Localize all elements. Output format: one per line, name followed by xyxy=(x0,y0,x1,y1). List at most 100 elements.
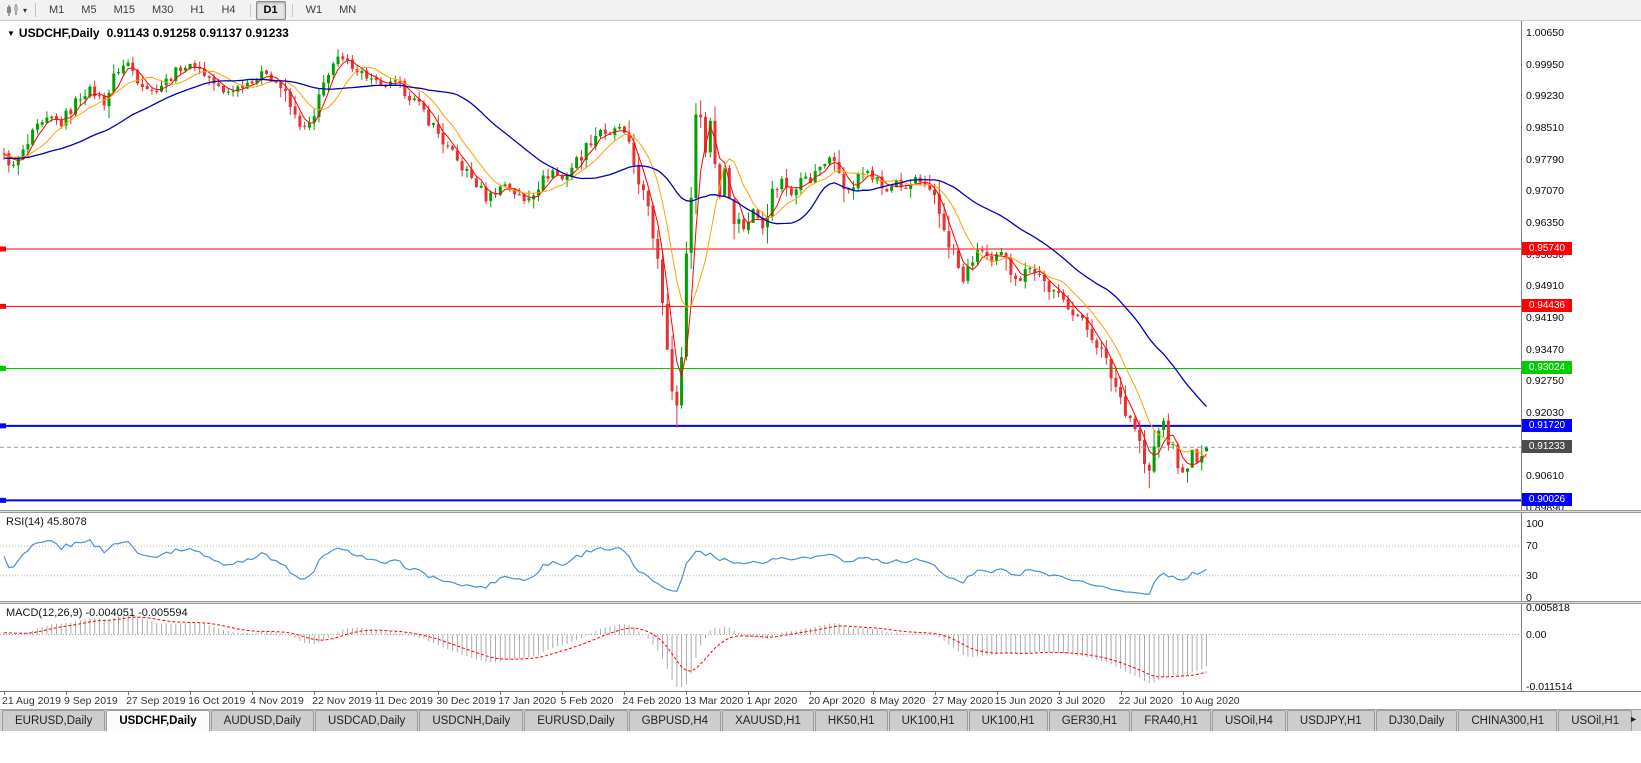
candle-body xyxy=(1081,314,1084,318)
timeframe-button-w1[interactable]: W1 xyxy=(305,3,323,16)
timeframe-button-h1[interactable]: H1 xyxy=(190,3,205,16)
candle-body xyxy=(527,198,531,201)
candle-body xyxy=(474,178,478,188)
chart-tab-usdchf-daily[interactable]: USDCHF,Daily xyxy=(106,710,210,731)
tab-scroll-right-icon[interactable]: ► xyxy=(1629,714,1638,724)
candle-body xyxy=(742,219,746,230)
time-axis-tick xyxy=(810,692,812,695)
timeframe-button-m5[interactable]: M5 xyxy=(81,3,97,16)
chart-tab-uk100-h1[interactable]: UK100,H1 xyxy=(968,710,1048,731)
time-axis-tick xyxy=(314,692,316,695)
macd-panel-canvas[interactable] xyxy=(0,604,1521,691)
timeframe-button-d1[interactable]: D1 xyxy=(255,0,286,20)
macd-axis-tick: 0.005818 xyxy=(1526,602,1570,614)
time-axis-label: 22 Jul 2020 xyxy=(1118,695,1173,707)
main-price-chart[interactable] xyxy=(0,21,1521,510)
chart-tab-usdcnh-daily[interactable]: USDCNH,Daily xyxy=(419,710,524,731)
hline-left-anchor xyxy=(0,303,6,309)
candlestick-icon-graphic xyxy=(7,3,18,16)
chart-dropdown-caret-icon[interactable]: ▾ xyxy=(23,5,28,15)
candle-body xyxy=(1186,468,1189,472)
timeframe-button-h4[interactable]: H4 xyxy=(221,3,236,16)
candle-body xyxy=(656,238,660,259)
panel-splitter-rsi[interactable] xyxy=(0,510,1641,513)
hline-price-label[interactable]: 0.94436 xyxy=(1522,299,1572,313)
candle-body xyxy=(88,86,92,97)
hline-price-label[interactable]: 0.93024 xyxy=(1522,361,1572,375)
candle-body xyxy=(761,218,765,229)
chart-tab-eurusd-daily[interactable]: EURUSD,Daily xyxy=(524,710,628,731)
candle-body xyxy=(131,62,135,71)
moving-average-30 xyxy=(3,78,1207,407)
candle-body xyxy=(202,68,206,76)
rsi-panel-canvas[interactable] xyxy=(0,513,1521,601)
candle-body xyxy=(751,209,755,223)
candle-body xyxy=(7,153,11,166)
timeframe-button-m30[interactable]: M30 xyxy=(151,3,174,16)
candle-body xyxy=(460,161,464,171)
timeframe-button-mn[interactable]: MN xyxy=(339,3,357,16)
chart-tab-usoil-h4[interactable]: USOil,H4 xyxy=(1211,710,1286,731)
time-axis-label: 4 Nov 2019 xyxy=(250,695,304,707)
timeframe-button-m1[interactable]: M1 xyxy=(49,3,65,16)
candle-body xyxy=(393,80,397,82)
price-axis-tick: 0.92750 xyxy=(1526,375,1564,388)
candle-body xyxy=(1066,298,1070,310)
time-axis-tick xyxy=(934,692,936,695)
candle-body xyxy=(117,72,120,74)
price-axis[interactable]: 1.00650 0.99950 0.99230 0.98510 0.97790 0.970… xyxy=(1521,21,1641,693)
candle-body xyxy=(50,116,54,119)
chart-type-icon[interactable] xyxy=(4,3,22,18)
candle-body xyxy=(479,185,483,188)
candle-body xyxy=(436,124,440,134)
candle-body xyxy=(1152,446,1156,472)
chart-tab-gbpusd-h4[interactable]: GBPUSD,H4 xyxy=(628,710,722,731)
chart-tabs-bar: EURUSD,Daily USDCHF,Daily AUDUSD,Daily USDC… xyxy=(0,709,1641,731)
candle-body xyxy=(269,74,273,82)
time-axis-tick xyxy=(190,692,192,695)
chart-tab-dj30-daily[interactable]: DJ30,Daily xyxy=(1375,710,1458,731)
candle-body xyxy=(31,129,35,145)
timeframe-button-m15[interactable]: M15 xyxy=(113,3,135,16)
candle-body xyxy=(1052,290,1056,292)
candle-body xyxy=(589,143,593,146)
candle-body xyxy=(1147,464,1151,471)
chart-tab-ger30-h1[interactable]: GER30,H1 xyxy=(1048,710,1131,731)
chart-tab-hk50-h1[interactable]: HK50,H1 xyxy=(814,710,888,731)
chart-tab-fra40-h1[interactable]: FRA40,H1 xyxy=(1131,710,1211,731)
chart-tab-usoil-h1[interactable]: USOil,H1 xyxy=(1558,710,1633,731)
hline-price-label[interactable]: 0.91720 xyxy=(1522,418,1572,432)
candle-body xyxy=(942,213,946,231)
candle-body xyxy=(489,192,493,201)
hline-price-label[interactable]: 0.90026 xyxy=(1522,493,1572,507)
candle-body xyxy=(680,357,684,406)
candle-body xyxy=(236,86,240,92)
candle-body xyxy=(971,262,975,266)
candle-body xyxy=(403,81,407,97)
candle-body xyxy=(885,189,889,192)
candle-body xyxy=(851,187,855,190)
chart-tab-usdcad-daily[interactable]: USDCAD,Daily xyxy=(314,710,419,731)
chart-tab-china300-h1[interactable]: CHINA300,H1 xyxy=(1458,710,1558,731)
candle-body xyxy=(579,156,583,161)
chart-tab-xauusd-h1[interactable]: XAUUSD,H1 xyxy=(722,710,814,731)
chart-tab-usdjpy-h1[interactable]: USDJPY,H1 xyxy=(1286,710,1375,731)
hline-price-label[interactable]: 0.95740 xyxy=(1522,241,1572,255)
toolbar-separator xyxy=(35,3,37,17)
candle-body xyxy=(341,56,345,60)
time-axis-tick xyxy=(1182,692,1184,695)
candle-body xyxy=(417,98,421,102)
moving-average-4 xyxy=(3,59,1207,466)
chart-tab-uk100-h1[interactable]: UK100,H1 xyxy=(888,710,968,731)
candle-body xyxy=(780,178,784,190)
time-axis-label: 1 Apr 2020 xyxy=(746,695,798,707)
candle-body xyxy=(222,85,225,93)
candle-body xyxy=(832,157,836,161)
price-axis-tick: 0.93470 xyxy=(1526,343,1564,356)
candle-body xyxy=(732,199,736,224)
chart-tab-audusd-daily[interactable]: AUDUSD,Daily xyxy=(210,710,314,731)
time-axis-label: 15 Jun 2020 xyxy=(994,695,1053,707)
panel-splitter-macd[interactable] xyxy=(0,601,1641,604)
chart-tab-eurusd-daily[interactable]: EURUSD,Daily xyxy=(2,710,106,731)
time-axis[interactable]: 21 Aug 2019 9 Sep 2019 27 Sep 2019 16 Oct 2… xyxy=(0,691,1641,709)
